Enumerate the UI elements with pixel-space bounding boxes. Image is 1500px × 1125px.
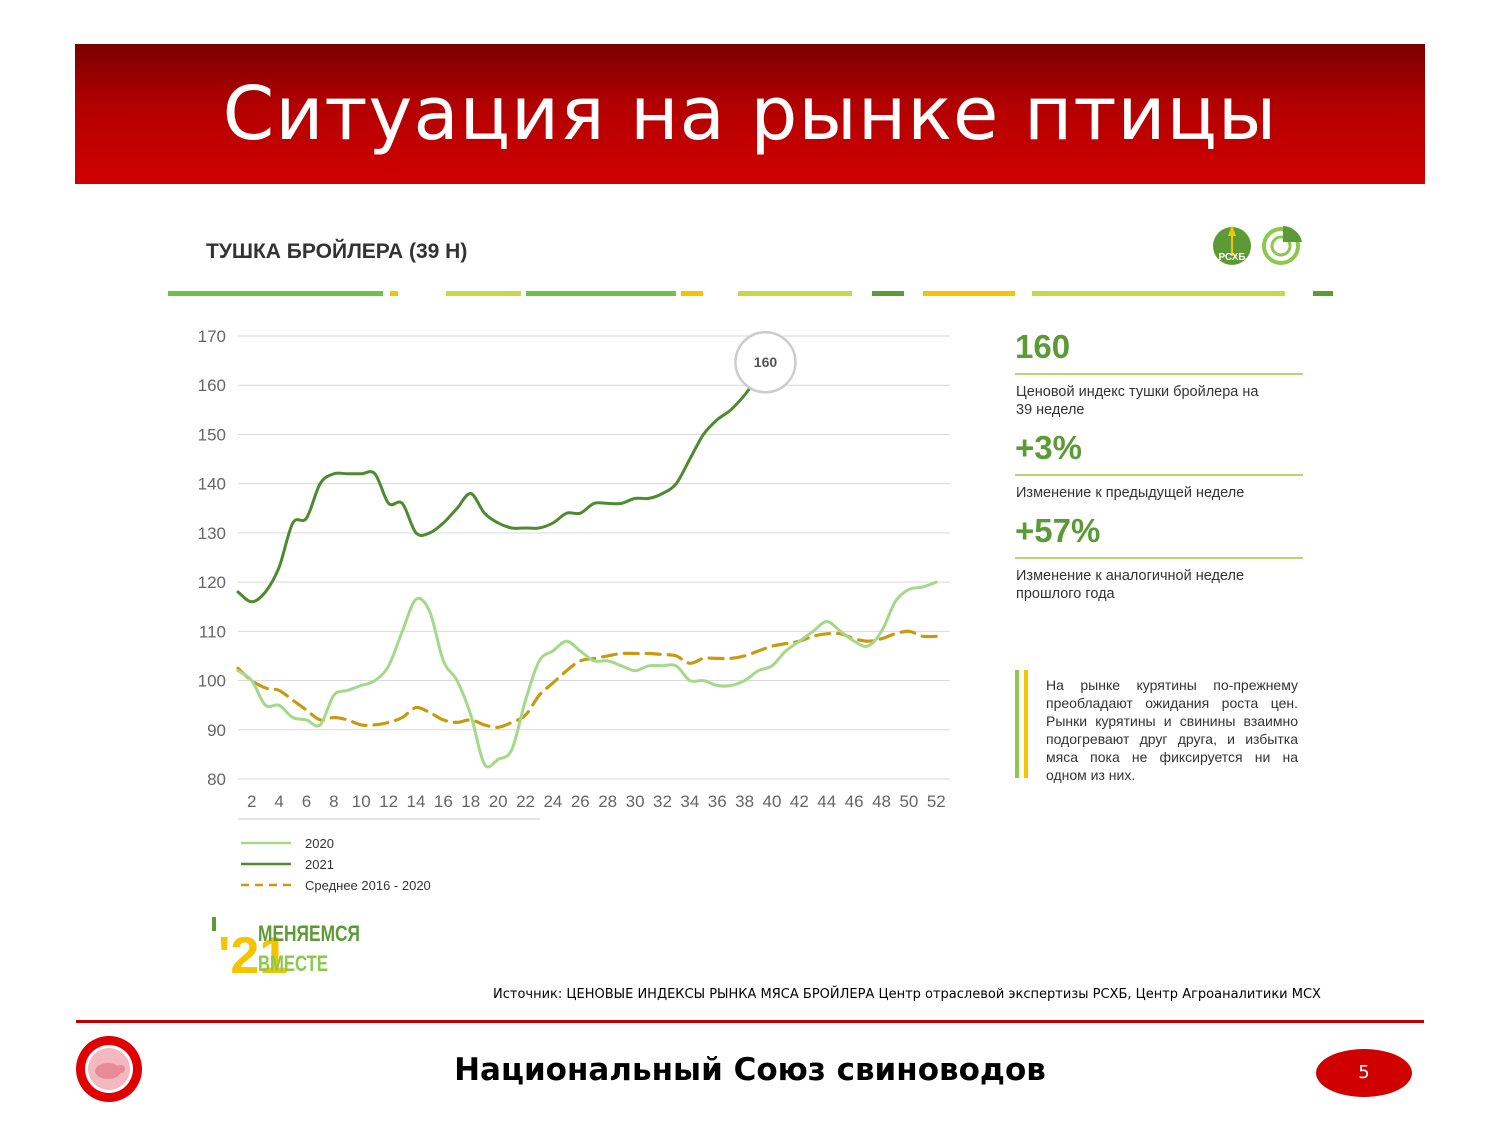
x-tick-label: 4 (274, 792, 283, 811)
title-banner: Ситуация на рынке птицы (75, 44, 1425, 184)
x-tick-label: 48 (872, 792, 891, 811)
x-tick-label: 40 (763, 792, 782, 811)
x-tick-label: 28 (598, 792, 617, 811)
legend-label: 2021 (305, 857, 334, 872)
note-accent-bar-yellow (1024, 670, 1028, 778)
y-tick-label: 170 (198, 327, 226, 346)
promo-apostrophe (212, 917, 216, 931)
x-tick-label: 26 (571, 792, 590, 811)
kpi-divider (1015, 557, 1303, 559)
kpi-value-year-change: +57% (1015, 512, 1101, 549)
x-tick-label: 50 (899, 792, 918, 811)
rshb-logo: РСХБ (1213, 225, 1251, 265)
x-tick-label: 34 (680, 792, 699, 811)
rshb-logo-text: РСХБ (1218, 252, 1245, 263)
x-tick-label: 12 (379, 792, 398, 811)
kpi-value-week-change: +3% (1015, 429, 1082, 466)
promo-line-2: ВМЕСТЕ (258, 951, 328, 976)
x-tick-label: 30 (626, 792, 645, 811)
kpi-label-index: Ценовой индекс тушки бройлера на 39 неде… (1016, 384, 1259, 418)
x-axis-ticks: 2 4 6 8 10 12 14 16 18 20 22 24 26 28 30 32 34 36 38 40 42 44… (247, 792, 946, 811)
y-tick-label: 120 (198, 573, 226, 592)
agroanalytics-logo (1262, 226, 1302, 265)
page-number: 5 (1316, 1049, 1412, 1097)
x-tick-label: 16 (434, 792, 453, 811)
legend-label: Среднее 2016 - 2020 (305, 878, 431, 893)
x-tick-label: 46 (845, 792, 864, 811)
footer-divider (76, 1020, 1424, 1023)
annotation-label: 160 (754, 354, 778, 370)
kpi-divider (1015, 474, 1303, 476)
x-tick-label: 22 (516, 792, 535, 811)
series-line-2021 (236, 383, 753, 604)
y-tick-label: 150 (198, 425, 226, 444)
y-tick-label: 80 (207, 770, 226, 789)
y-tick-label: 100 (198, 672, 226, 691)
x-tick-label: 2 (247, 792, 256, 811)
legend: 2020 2021 Среднее 2016 - 2020 (241, 836, 431, 893)
legend-label: 2020 (305, 836, 334, 851)
y-tick-label: 90 (207, 721, 226, 740)
x-tick-label: 24 (543, 792, 562, 811)
x-tick-label: 38 (735, 792, 754, 811)
series-line-2020 (236, 580, 938, 769)
x-tick-label: 42 (790, 792, 809, 811)
decorative-dash-strip (168, 291, 1333, 296)
note-accent-bar-green (1015, 670, 1019, 778)
kpi-divider (1015, 373, 1303, 375)
union-logo (76, 1036, 142, 1102)
y-tick-label: 140 (198, 475, 226, 494)
grid-lines (238, 335, 950, 780)
slide-title: Ситуация на рынке птицы (222, 71, 1278, 157)
series-lines (236, 383, 938, 769)
kpi-value-index: 160 (1015, 328, 1071, 365)
promo-logo: '21 МЕНЯЕМСЯ ВМЕСТЕ (212, 917, 360, 979)
x-tick-label: 36 (708, 792, 727, 811)
x-tick-label: 32 (653, 792, 672, 811)
x-tick-label: 18 (461, 792, 480, 811)
chart-title: ТУШКА БРОЙЛЕРА (39 Н) (206, 240, 468, 263)
x-tick-label: 6 (302, 792, 311, 811)
promo-line-1: МЕНЯЕМСЯ (258, 921, 360, 946)
x-tick-label: 8 (329, 792, 338, 811)
x-tick-label: 44 (817, 792, 836, 811)
annotation-bubble (734, 330, 797, 394)
y-axis-ticks: 80 90 100 110 120 130 140 150 160 170 (198, 327, 226, 789)
kpi-label-year-change: Изменение к аналогичной неделе прошлого … (1016, 568, 1245, 602)
source-note: Источник: ЦЕНОВЫЕ ИНДЕКСЫ РЫНКА МЯСА БРО… (493, 987, 1321, 1002)
x-tick-label: 52 (927, 792, 946, 811)
footer-title: Национальный Союз свиноводов (454, 1052, 1046, 1088)
x-tick-label: 20 (489, 792, 508, 811)
x-tick-label: 10 (352, 792, 371, 811)
kpi-label-week-change: Изменение к предыдущей неделе (1016, 485, 1245, 501)
pig-icon (95, 1063, 121, 1079)
market-note: На рынке курятины по-прежнему преобладаю… (1046, 677, 1298, 783)
y-tick-label: 160 (198, 376, 226, 395)
series-line-average (236, 629, 938, 729)
y-tick-label: 110 (199, 622, 226, 641)
x-tick-label: 14 (407, 792, 426, 811)
y-tick-label: 130 (198, 524, 226, 543)
promo-year: '21 (218, 927, 288, 979)
chart-annotation: 160 (734, 330, 797, 394)
